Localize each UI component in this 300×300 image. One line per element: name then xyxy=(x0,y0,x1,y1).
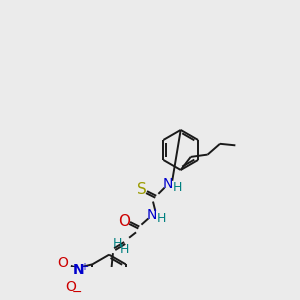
Text: N: N xyxy=(162,177,173,191)
Text: S: S xyxy=(136,182,146,197)
Text: O: O xyxy=(65,280,76,294)
Text: N: N xyxy=(73,263,84,278)
Text: H: H xyxy=(120,243,129,256)
Text: O: O xyxy=(58,256,69,270)
Text: −: − xyxy=(72,286,82,298)
Text: +: + xyxy=(80,262,88,272)
Text: H: H xyxy=(173,181,182,194)
Text: H: H xyxy=(113,237,122,250)
Text: O: O xyxy=(118,214,130,229)
Text: H: H xyxy=(157,212,166,225)
Text: N: N xyxy=(146,208,157,222)
